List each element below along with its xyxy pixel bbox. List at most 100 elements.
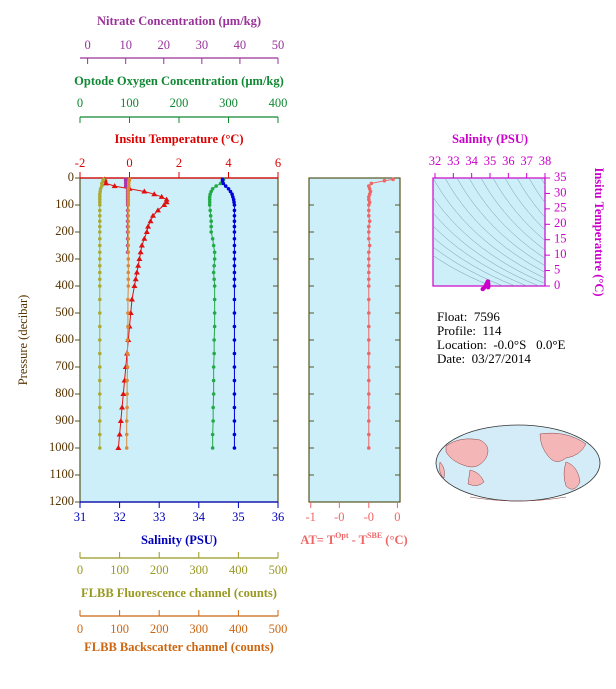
x-tick-label: 300 [189,622,208,636]
marker [98,243,102,248]
x-tick-label: -0 [364,510,374,524]
marker [212,338,216,342]
marker [128,296,135,302]
y-tick-label: 20 [554,216,567,230]
x-tick-label: 0 [394,510,400,524]
x-tick-label: 500 [269,563,288,577]
marker [126,184,131,188]
x-tick-label: 10 [119,38,132,52]
marker [124,419,129,423]
x-tick-label: 50 [272,38,285,52]
marker [123,181,128,186]
marker [232,351,237,356]
contour [433,178,545,279]
marker [99,184,104,188]
marker [367,195,371,199]
y-tick-label: 5 [554,262,560,276]
marker [98,224,102,229]
marker [151,191,158,197]
marker [98,405,102,410]
x-tick-label: 6 [275,156,281,170]
marker [367,250,371,255]
x-tick-label: 38 [539,154,552,168]
y-tick-label: 300 [55,251,74,265]
marker [101,178,105,183]
y-tick-label: 1100 [49,467,74,481]
x-tick-label: 30 [196,38,209,52]
marker [208,208,212,213]
marker [232,214,237,218]
marker [232,311,237,315]
marker [98,195,102,199]
marker [143,229,150,234]
axis-title-part: SBE [367,531,382,540]
marker [125,338,130,342]
marker [150,212,157,218]
x-tick-label: 36 [272,510,285,524]
marker [367,257,371,261]
marker [232,446,237,450]
marker [232,392,237,396]
marker [138,242,145,248]
marker [231,195,235,199]
marker [98,192,102,196]
marker [232,419,237,423]
y-tick-label: 900 [55,413,74,427]
axis-title-part: (°C) [382,533,407,547]
marker [211,243,216,248]
marker [232,200,236,205]
y-tick-label: 600 [55,332,74,346]
marker [116,431,123,437]
marker [232,257,237,261]
contour [468,178,545,259]
y-tick-label: 800 [55,386,74,400]
marker [126,257,131,261]
x-tick-label: -0 [334,510,344,524]
contour [433,246,504,286]
marker [115,445,122,450]
marker [232,277,237,282]
x-tick-label: 20 [158,38,171,52]
y-tick-label: 1200 [49,494,74,508]
contour [433,212,540,286]
marker [212,284,217,288]
marker [209,189,213,194]
marker [126,311,130,315]
marker [367,277,371,282]
x-tick-label: 31 [74,510,87,524]
marker [124,432,129,437]
marker [367,214,371,218]
marker [232,338,237,342]
x-tick-label: 400 [269,96,288,110]
marker [210,236,215,241]
marker [367,208,371,213]
x-tick-label: 300 [189,563,208,577]
marker [211,392,216,396]
marker [207,195,212,199]
marker [123,184,128,188]
profile-panel [79,177,279,503]
marker [98,297,102,302]
marker [232,405,237,410]
marker [126,284,131,288]
marker [212,351,216,356]
marker [218,181,223,186]
axis-title: AT= TOpt - TSBE (°C) [300,531,407,547]
marker [367,446,371,450]
marker [212,297,217,302]
x-tick-label: 33 [153,510,166,524]
contour [565,178,616,286]
marker [111,183,118,189]
marker [119,404,126,410]
marker [391,177,395,182]
marker [126,297,130,302]
marker [212,250,217,255]
info-profile: Profile: 114 [437,323,502,338]
x-tick-label: 40 [234,38,247,52]
x-tick-label: 400 [229,563,248,577]
marker [232,250,237,255]
x-tick-label: 35 [484,154,497,168]
marker [117,418,124,423]
marker [126,203,131,207]
marker [126,192,131,196]
